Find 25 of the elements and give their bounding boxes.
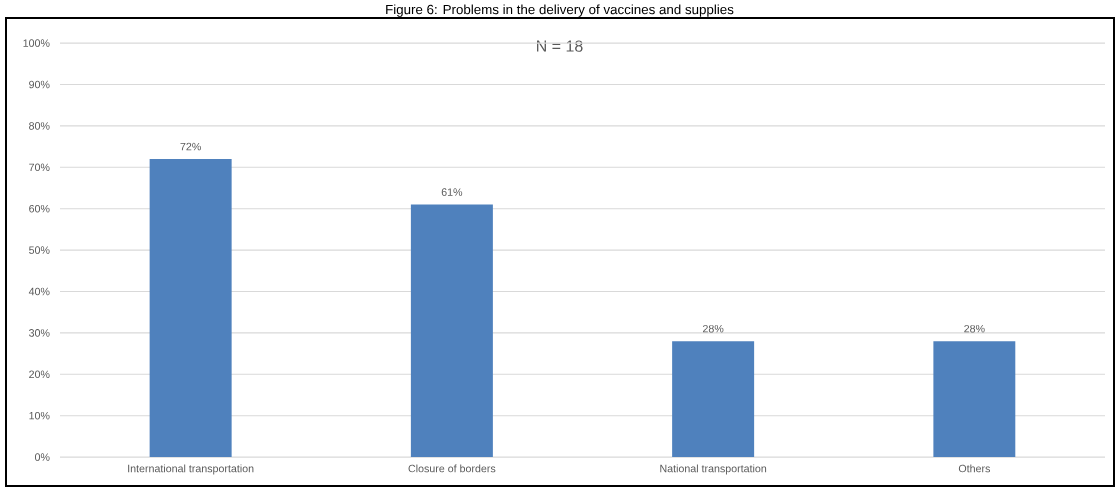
y-tick-label: 20%	[29, 370, 50, 379]
x-tick-label: International transportation	[128, 464, 254, 475]
y-tick-label: 60%	[29, 204, 50, 213]
y-tick-label: 90%	[29, 80, 50, 89]
y-tick-label: 0%	[34, 453, 50, 461]
chart-title: Figure 6: Problems in the delivery of vaccines and supplies	[386, 4, 734, 17]
y-tick-label: 80%	[29, 122, 50, 130]
bar	[410, 204, 493, 458]
bar	[933, 341, 1016, 458]
x-tick-label: Others	[958, 464, 991, 473]
x-tick-label: Closure of borders	[408, 464, 496, 473]
chart-subtitle: N = 18	[537, 40, 583, 52]
data-label: 61%	[441, 188, 463, 196]
data-label: 72%	[180, 142, 201, 151]
y-tick-label: 40%	[28, 287, 50, 296]
data-label: 28%	[703, 324, 724, 333]
y-tick-label: 50%	[29, 246, 50, 254]
y-tick-label: 10%	[29, 411, 50, 420]
y-tick-label: 30%	[29, 329, 50, 337]
y-tick-label: 100%	[23, 39, 50, 47]
x-tick-label: National transportation	[660, 464, 767, 475]
bar	[149, 158, 232, 458]
data-label: 28%	[964, 324, 985, 333]
y-tick-label: 70%	[29, 163, 50, 172]
bar	[672, 341, 755, 458]
